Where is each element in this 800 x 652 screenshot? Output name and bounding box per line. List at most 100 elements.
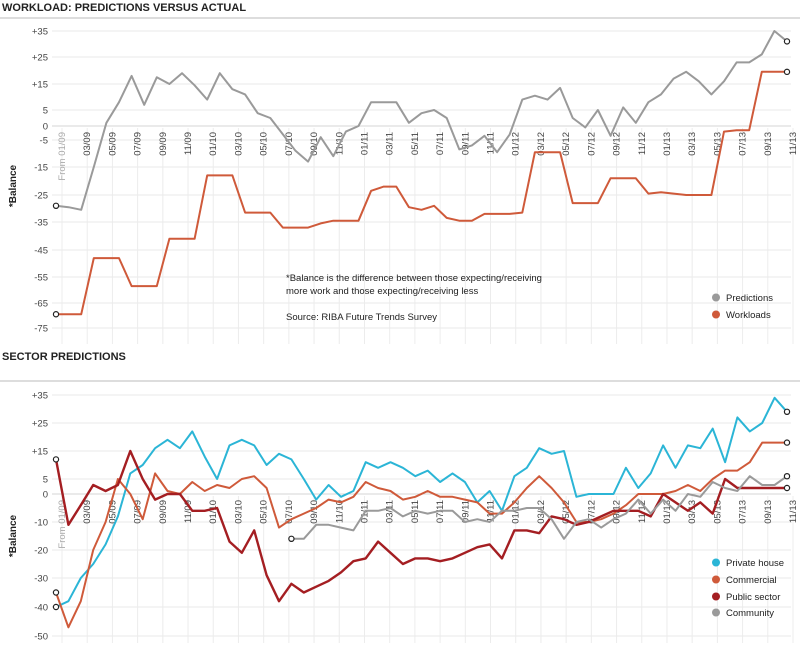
bottom-x-tick-label: From 01/09 <box>57 500 68 549</box>
top-y-tick-label: +35 <box>32 27 48 38</box>
bottom-x-tick-label: 09/11 <box>460 500 471 523</box>
bottom-series-private-house-line <box>55 396 788 608</box>
top-x-tick-label: 01/11 <box>359 132 370 155</box>
bottom-x-tick-label: 03/13 <box>687 500 698 524</box>
bottom-x-tick-label: 03/11 <box>385 500 396 523</box>
top-x-tick-label: 11/09 <box>183 132 194 155</box>
top-series-workloads-start-point <box>52 311 60 318</box>
bottom-y-tick-label: -30 <box>34 574 48 585</box>
top-y-tick-label: -55 <box>34 273 48 284</box>
bottom-legend-label: Commercial <box>726 575 777 586</box>
top-x-tick-label: 01/10 <box>208 132 219 156</box>
bottom-x-tick-label: 03/12 <box>536 500 547 524</box>
top-y-tick-label: -65 <box>34 299 48 310</box>
bottom-legend-marker <box>712 592 720 601</box>
top-legend-marker <box>712 310 720 319</box>
top-x-tick-label: 07/13 <box>738 132 749 156</box>
bottom-legend-marker <box>712 608 720 617</box>
top-x-tick-label: 03/11 <box>385 132 396 155</box>
top-x-tick-label: 03/12 <box>536 132 547 156</box>
bottom-x-tick-label: 05/09 <box>107 500 118 524</box>
top-y-tick-label: -25 <box>34 191 48 202</box>
top-series-predictions-start-point <box>52 202 60 209</box>
bottom-x-tick-label: 03/10 <box>233 500 244 524</box>
bottom-x-tick-label: 07/13 <box>738 500 749 524</box>
bottom-chart-title: SECTOR PREDICTIONS <box>2 351 126 363</box>
bottom-series-community-start-point <box>288 535 295 543</box>
bottom-series-community-end-point <box>783 473 791 480</box>
bottom-series-public-sector-start-point <box>52 456 60 463</box>
top-x-tick-label: 05/13 <box>712 132 723 156</box>
bottom-legend-label: Public sector <box>726 592 780 603</box>
top-y-axis-label: *Balance <box>8 164 19 207</box>
bottom-x-tick-label: 07/10 <box>284 500 295 524</box>
bottom-x-tick-label: 09/09 <box>158 500 169 524</box>
bottom-x-tick-label: 07/12 <box>586 500 597 524</box>
top-x-tick-label: 09/12 <box>612 132 623 156</box>
bottom-x-tick-label: 09/10 <box>309 500 320 524</box>
top-x-tick-label: 09/13 <box>763 132 774 156</box>
top-y-tick-label: -5 <box>40 136 48 147</box>
top-y-tick-label: -35 <box>34 218 48 229</box>
top-x-tick-label: 11/12 <box>637 132 648 155</box>
bottom-x-tick-label: 11/13 <box>788 500 799 523</box>
top-x-tick-label: 09/09 <box>158 132 169 156</box>
bottom-x-tick-label: 05/10 <box>259 500 270 524</box>
bottom-legend-label: Community <box>726 608 774 619</box>
bottom-y-tick-label: -50 <box>34 632 48 643</box>
bottom-legend-marker <box>712 558 720 567</box>
top-y-tick-label: +15 <box>32 80 48 91</box>
bottom-x-tick-label: 09/13 <box>763 500 774 524</box>
top-chart-note: more work and those expecting/receiving … <box>286 286 478 297</box>
top-legend-label: Workloads <box>726 310 771 321</box>
bottom-y-tick-label: -10 <box>34 518 48 529</box>
bottom-x-tick-label: 11/09 <box>183 500 194 523</box>
bottom-series-public-sector-line <box>54 449 787 603</box>
bottom-y-tick-label: -40 <box>34 603 48 614</box>
bottom-series-commercial-start-point <box>52 589 60 596</box>
bottom-series-community-line <box>291 475 788 540</box>
top-x-tick-label: 11/13 <box>788 132 799 155</box>
top-y-tick-label: +25 <box>32 53 48 64</box>
bottom-y-tick-label: 5 <box>43 475 48 486</box>
bottom-x-tick-label: 05/12 <box>561 500 572 524</box>
bottom-legend-label: Private house <box>726 558 784 569</box>
bottom-series-commercial-line <box>55 441 787 629</box>
bottom-y-axis-label: *Balance <box>8 514 19 557</box>
top-x-tick-label: 01/12 <box>511 132 522 156</box>
top-x-tick-label: 05/12 <box>561 132 572 156</box>
top-x-tick-label: 07/11 <box>435 132 446 155</box>
top-x-tick-label: 05/11 <box>410 132 421 155</box>
top-x-tick-label: 07/12 <box>586 132 597 156</box>
bottom-y-tick-label: +25 <box>32 419 48 430</box>
top-series-predictions-end-point <box>783 38 791 45</box>
top-x-tick-label: 03/09 <box>82 132 93 156</box>
top-y-tick-label: 0 <box>43 122 48 133</box>
bottom-series-commercial-end-point <box>783 439 791 446</box>
bottom-x-tick-label: 11/10 <box>334 500 345 523</box>
top-x-tick-label: 03/10 <box>233 132 244 156</box>
bottom-y-tick-label: 0 <box>43 490 48 501</box>
bottom-x-tick-label: 01/12 <box>511 500 522 524</box>
bottom-x-tick-label: 01/13 <box>662 500 673 524</box>
top-chart-title: WORKLOAD: PREDICTIONS VERSUS ACTUAL <box>2 2 246 14</box>
bottom-series-private-house-end-point <box>783 408 791 415</box>
top-chart-note: Source: RIBA Future Trends Survey <box>286 312 437 323</box>
bottom-series-public-sector-end-point <box>783 484 791 492</box>
bottom-y-tick-label: -20 <box>34 546 48 557</box>
top-x-tick-label: 01/13 <box>662 132 673 156</box>
bottom-x-tick-label: 11/11 <box>486 500 497 522</box>
top-x-tick-label: 05/10 <box>259 132 270 156</box>
top-series-workloads-line <box>56 70 787 316</box>
top-x-tick-label: 05/09 <box>107 132 118 156</box>
bottom-x-tick-label: 05/13 <box>712 500 723 524</box>
top-y-tick-label: 5 <box>43 106 48 117</box>
bottom-x-tick-label: 01/10 <box>208 500 219 524</box>
bottom-series-private-house-start-point <box>52 603 60 611</box>
top-y-tick-label: -15 <box>34 163 48 174</box>
top-chart-note: *Balance is the difference between those… <box>286 273 542 284</box>
top-x-tick-label: 03/13 <box>687 132 698 156</box>
bottom-x-tick-label: 03/09 <box>82 500 93 524</box>
